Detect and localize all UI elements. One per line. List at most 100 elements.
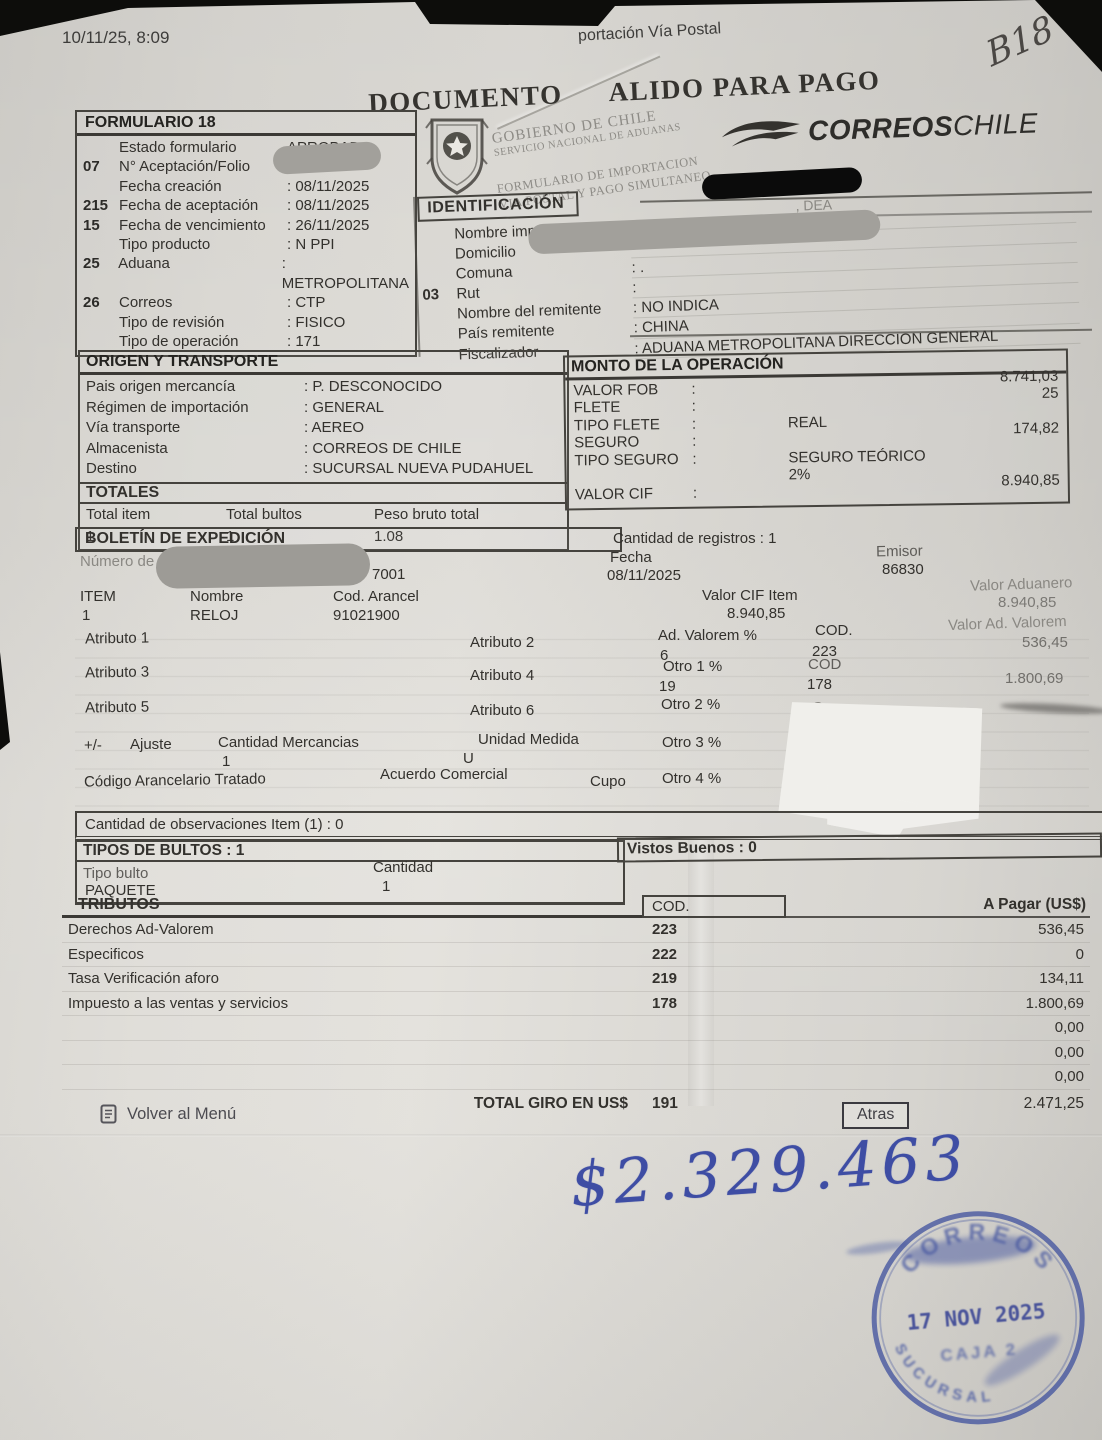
volver-label: Volver al Menú [127, 1104, 237, 1123]
cod-column-header: COD. [642, 895, 786, 918]
identificacion-section: IDENTIFICACIÓN , DEA Nombre importador: … [413, 173, 1081, 363]
form-field-row: Destino: SUCURSAL NUEVA PUDAHUEL [86, 459, 561, 480]
field-text [788, 395, 939, 415]
fecha-label: Fecha [610, 549, 652, 566]
cod2-value: 178 [807, 676, 833, 693]
valor-aduanero-value: 8.940,85 [998, 594, 1057, 611]
field-amount: 8.940,85 [1001, 472, 1060, 490]
arancel-header: Cod. Arancel [333, 588, 419, 605]
field-code [83, 177, 119, 196]
field-code [83, 313, 119, 332]
correoschile-logo: CORREOSCHILE [716, 106, 1039, 151]
field-text [788, 430, 939, 450]
tributo-cod: 219 [652, 970, 678, 988]
tributo-row: Derechos Ad-Valorem 223 536,45 [62, 918, 1090, 943]
cantidad-value: 1 [382, 878, 391, 895]
tributo-amount: 134,11 [1039, 970, 1084, 988]
totales-headers: Total item Total bultos Peso bruto total [80, 504, 567, 527]
cantidad-label: Cantidad [373, 859, 434, 876]
field-label: Estado formulario [119, 139, 237, 156]
ajuste-sign: +/- [84, 737, 102, 754]
form-field-row: 15 Fecha de vencimiento: 26/11/2025 [83, 216, 409, 235]
totales-values: 1 1 1.08 [80, 526, 567, 549]
atributo6-label: Atributo 6 [470, 702, 535, 719]
tributo-label: Impuesto a las ventas y servicios [68, 994, 289, 1012]
field-label: Correos [119, 294, 173, 312]
field-text [789, 482, 940, 502]
tributo-label: Especificos [68, 945, 144, 963]
atributo4-label: Atributo 4 [470, 667, 535, 684]
field-code [83, 138, 119, 157]
field-label: Tipo producto [119, 236, 211, 254]
volver-al-menu-link[interactable]: Volver al Menú [100, 1104, 236, 1124]
form-field-row: Almacenista: CORREOS DE CHILE [86, 439, 561, 460]
tributo-row: Tasa Verificación aforo 219 134,11 [62, 967, 1090, 992]
total-giro-cod: 191 [652, 1094, 678, 1112]
unidad-medida-value: U [463, 750, 474, 767]
item-header: ITEM [80, 588, 116, 605]
ad-valorem-label: Ad. Valorem % [658, 627, 757, 644]
tributo-row: Especificos 222 0 [62, 943, 1090, 967]
valor-cif-item-label: Valor CIF Item [702, 587, 798, 604]
correos-date-stamp: CORREOS 17 NOV 2025 CAJA 2 SUCURSAL [871, 1211, 1085, 1425]
field-code: 07 [83, 158, 100, 176]
otro2-label: Otro 2 % [661, 696, 721, 713]
form-field-row: Pais origen mercancía: P. DESCONOCIDO [86, 377, 561, 398]
tributo-cod: 223 [652, 921, 678, 939]
tributo-row: Impuesto a las ventas y servicios 178 1.80… [62, 992, 1090, 1016]
tributo-cod: 222 [652, 945, 678, 963]
cod2-label: COD [808, 656, 842, 673]
form-field-row: Vía transporte: AEREO [86, 418, 561, 439]
chile-light: CHILE [952, 107, 1039, 142]
field-label: TIPO SEGURO [574, 450, 679, 470]
paper-crease [0, 1134, 1102, 1137]
field-code: 03 [422, 286, 440, 304]
print-timestamp: 10/11/25, 8:09 [62, 28, 170, 47]
field-value: : FISICO [287, 313, 346, 331]
tributo-amount: 0,00 [1054, 1019, 1084, 1037]
monto-operacion-box: MONTO DE LA OPERACIÓN VALOR FOB:8.741,03… [562, 348, 1071, 511]
field-label: Fecha de aceptación [119, 197, 259, 215]
paper-crease [688, 836, 714, 1106]
origen-transporte-box: ORIGEN Y TRANSPORTE Pais origen mercancí… [78, 350, 569, 551]
valor-ad-valorem-value: 536,45 [1022, 634, 1068, 651]
field-code [83, 235, 119, 254]
field-label: VALOR FOB [573, 381, 659, 400]
field-text: REAL [787, 413, 828, 432]
tributo-cod: 178 [652, 994, 678, 1012]
total-giro-label: TOTAL GIRO EN US$ [473, 1094, 628, 1112]
form-field-row: 25 Aduana: METROPOLITANA [83, 254, 409, 293]
atras-button[interactable]: Atras [842, 1102, 910, 1129]
valor-cif-item-value: 8.940,85 [727, 605, 786, 622]
field-separator: : [691, 415, 697, 433]
field-label: Tipo de revisión [119, 313, 225, 331]
tributo-amount: 1.800,69 [1025, 994, 1084, 1012]
registros-count: Cantidad de registros : 1 [613, 530, 777, 547]
field-value: : P. DESCONOCIDO [304, 378, 443, 395]
redaction-folio [272, 141, 382, 175]
field-value: : GENERAL [304, 398, 385, 416]
field-separator: : [692, 432, 697, 450]
field-code [83, 332, 119, 351]
otro1-value: 19 [659, 678, 676, 695]
field-code: 15 [83, 216, 100, 234]
redaction-envio-number [155, 543, 371, 589]
field-value: : 171 [287, 333, 321, 351]
field-label: N° Aceptación/Folio [119, 158, 251, 176]
field-value: : 26/11/2025 [287, 216, 370, 234]
field-value: : CTP [287, 294, 326, 312]
stamp-date: 17 NOV 2025 [906, 1299, 1047, 1335]
field-code [420, 225, 455, 246]
field-separator: : [692, 450, 697, 468]
observaciones-bar: Cantidad de observaciones Item (1) : 0 [75, 811, 1102, 840]
field-label: Fecha creación [119, 177, 222, 195]
field-separator: : [691, 398, 696, 416]
cell-value: 1 [226, 528, 235, 545]
field-separator: : [691, 380, 696, 398]
tributo-row: 0,00 [62, 1065, 1090, 1090]
valor-aduanero-label: Valor Aduanero [969, 574, 1073, 595]
field-code: 26 [83, 294, 100, 312]
field-code: 215 [83, 197, 109, 215]
field-amount: 8.741,03 [999, 367, 1059, 386]
